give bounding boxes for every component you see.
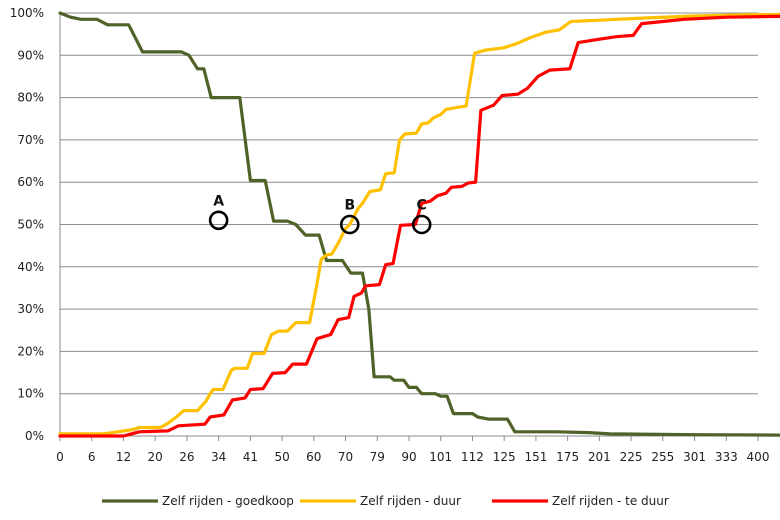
x-tick-label: 41 — [243, 450, 258, 464]
annotation-label: B — [344, 198, 355, 214]
x-tick-label: 255 — [651, 450, 674, 464]
annotation-circle — [411, 214, 432, 235]
x-tick-label: 400 — [747, 450, 770, 464]
legend: Zelf rijden - goedkoop Zelf rijden - duur… — [102, 494, 669, 508]
x-tick-label: 79 — [370, 450, 385, 464]
series-line-1 — [58, 11, 780, 437]
x-tick-label: 151 — [524, 450, 547, 464]
x-tick-label: 125 — [493, 450, 516, 464]
y-tick-label: 100% — [10, 6, 44, 20]
y-tick-label: 90% — [17, 48, 44, 62]
y-tick-label: 70% — [17, 133, 44, 147]
annotation-circle — [339, 214, 360, 235]
x-tick-label: 6 — [88, 450, 96, 464]
y-tick-label: 40% — [17, 260, 44, 274]
legend-label: Zelf rijden - te duur — [552, 494, 669, 508]
y-tick-label: 60% — [17, 175, 44, 189]
annotation-label: C — [417, 198, 427, 214]
x-tick-label: 20 — [148, 450, 163, 464]
y-tick-label: 50% — [17, 218, 44, 232]
y-axis-ticks: 0% 10% 20% 30% 40% 50% 60% 70% 80% 90% 100% — [10, 6, 44, 443]
x-tick-label: 333 — [715, 450, 738, 464]
x-tick-label: 70 — [338, 450, 353, 464]
x-tick-label: 90 — [401, 450, 416, 464]
x-tick-label: 225 — [620, 450, 643, 464]
y-tick-label: 20% — [17, 344, 44, 358]
x-tick-label: 101 — [429, 450, 452, 464]
annotation-circle — [208, 210, 229, 231]
y-tick-label: 80% — [17, 91, 44, 105]
annotation-label: A — [213, 193, 224, 209]
legend-label: Zelf rijden - goedkoop — [162, 494, 294, 508]
x-axis-ticks: 0 6 12 20 26 34 41 50 60 70 79 90 101 112 125 151 175 201… — [56, 436, 769, 464]
x-tick-label: 301 — [683, 450, 706, 464]
x-tick-label: 50 — [274, 450, 289, 464]
x-tick-label: 0 — [56, 450, 64, 464]
series-line-3 — [58, 14, 780, 438]
x-tick-label: 175 — [556, 450, 579, 464]
x-tick-label: 12 — [116, 450, 131, 464]
x-tick-label: 201 — [588, 450, 611, 464]
y-tick-label: 30% — [17, 302, 44, 316]
y-tick-label: 0% — [25, 429, 44, 443]
legend-label: Zelf rijden - duur — [360, 494, 461, 508]
annotation-layer: A B C — [208, 193, 432, 235]
x-tick-label: 26 — [179, 450, 194, 464]
x-tick-label: 60 — [306, 450, 321, 464]
x-tick-label: 34 — [211, 450, 226, 464]
x-tick-label: 112 — [461, 450, 484, 464]
series-line-2 — [58, 12, 780, 436]
y-tick-label: 10% — [17, 387, 44, 401]
